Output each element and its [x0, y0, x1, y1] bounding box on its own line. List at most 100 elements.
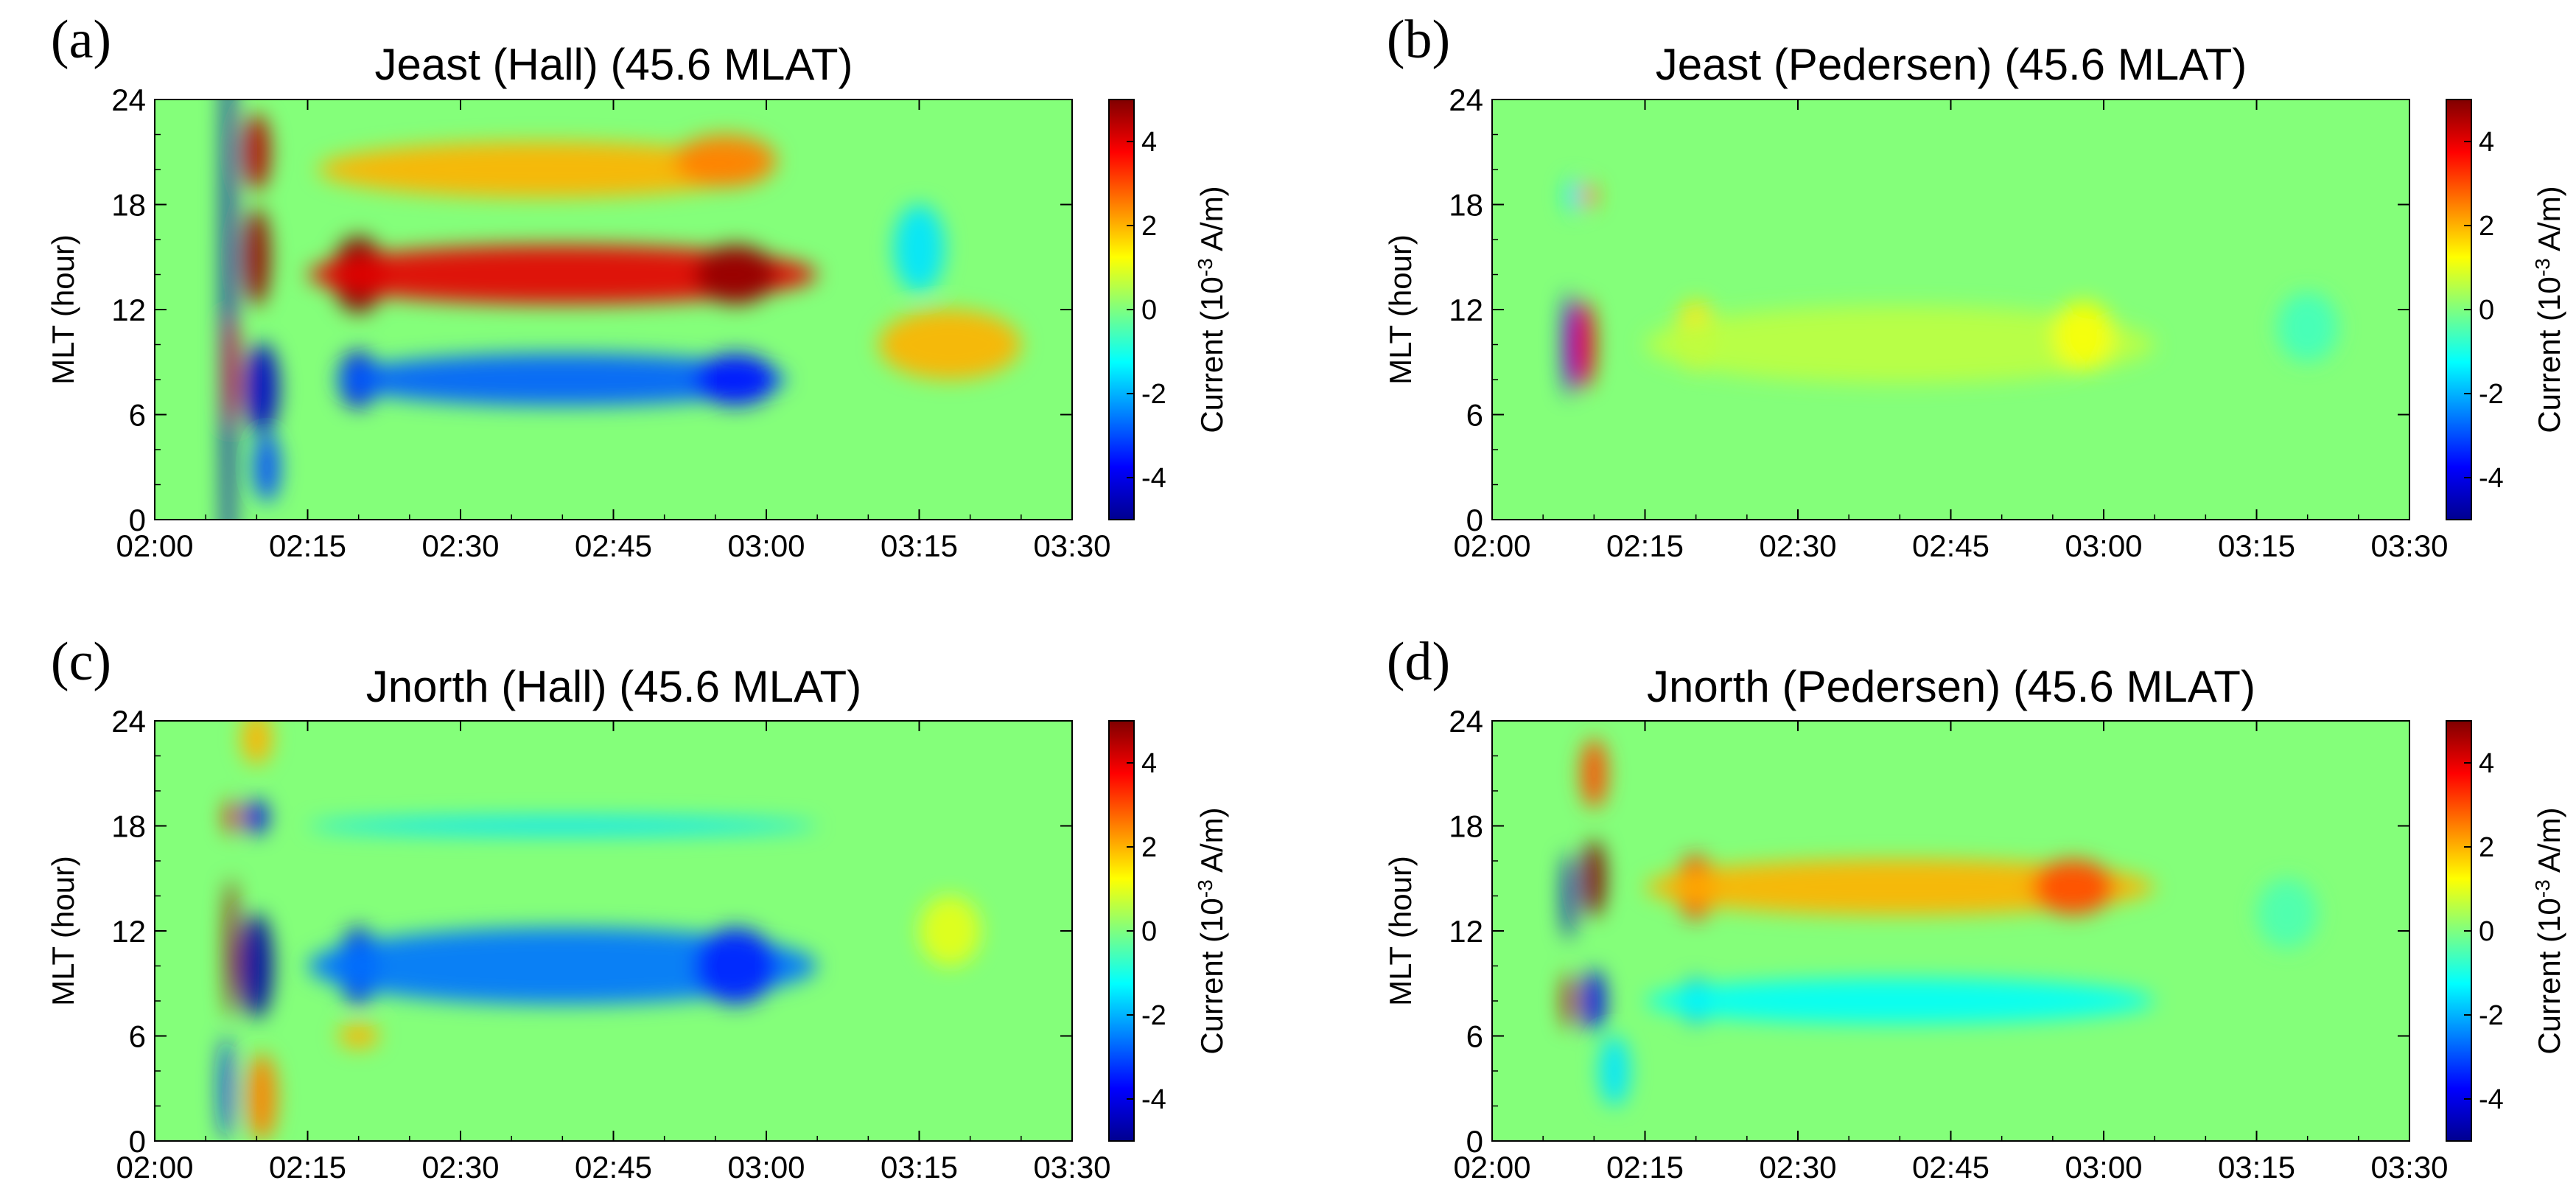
heatmap-cell: [241, 721, 273, 765]
y-tick-label: 18: [1449, 188, 1483, 223]
y-tick-label: 12: [1449, 293, 1483, 327]
colorbar: -4 -2 0 2 4 Current (10-3 A/m): [1108, 99, 1229, 520]
heatmap-cell: [1562, 852, 1575, 940]
colorbar-tick-label: -4: [1141, 463, 1166, 494]
y-tick-label: 12: [111, 293, 146, 327]
colorbar-tick-label: -2: [1141, 379, 1166, 410]
x-tick-label: 02:45: [575, 528, 652, 563]
y-tick-label: 18: [111, 809, 146, 844]
x-tick-label: 02:45: [1912, 528, 1989, 563]
colorbar-tick-label: -2: [2479, 1000, 2504, 1031]
x-tick-label: 03:30: [1033, 1150, 1110, 1184]
y-tick-label: 12: [111, 914, 146, 949]
colorbar: -4 -2 0 2 4 Current (10-3 A/m): [2446, 99, 2566, 520]
colorbar: -4 -2 0 2 4 Current (10-3 A/m): [1108, 720, 1229, 1142]
heatmap-cell: [307, 817, 818, 835]
colorbar-tick-label: 4: [2479, 127, 2494, 158]
y-tick-label: 6: [129, 1019, 146, 1054]
heatmap-cell: [1645, 859, 2155, 915]
colorbar-tick-label: 2: [2479, 832, 2494, 863]
panel-letter: (b): [1387, 10, 1450, 70]
heatmap-cell: [1581, 738, 1608, 809]
x-tick-label: 03:00: [2065, 1150, 2142, 1184]
x-tick-label: 03:15: [2218, 528, 2295, 563]
panel-c: 02:00 02:15 02:30 02:45 03:00 03:15 03:30 0 6 12 1…: [46, 632, 1229, 1184]
heatmap-cell: [2277, 292, 2339, 363]
x-tick-label: 02:30: [1759, 528, 1836, 563]
heatmap: [220, 721, 981, 1141]
x-tick-label: 02:15: [269, 1150, 346, 1184]
heatmap-cell: [695, 353, 777, 406]
heatmap-cell: [245, 799, 268, 835]
colorbar-tick-label: 0: [1141, 295, 1157, 326]
colorbar-tick-label: -2: [2479, 379, 2504, 410]
x-tick-label: 02:45: [1912, 1150, 1989, 1184]
x-tick-label: 02:30: [421, 1150, 499, 1184]
y-axis-label: MLT (hour): [1383, 234, 1418, 385]
chart-title: Jnorth (Hall) (45.6 MLAT): [366, 662, 861, 711]
heatmap-cell: [307, 927, 818, 1005]
y-tick-label: 24: [111, 704, 146, 739]
heatmap-cell: [2032, 859, 2114, 915]
x-tick-label: 02:15: [269, 528, 346, 563]
heatmap-cell: [1645, 978, 2155, 1024]
colorbar-tick-label: -4: [1141, 1084, 1166, 1115]
heatmap-cell: [1581, 184, 1597, 209]
x-tick-label: 02:00: [116, 1150, 193, 1184]
colorbar: -4 -2 0 2 4 Current (10-3 A/m): [2446, 720, 2566, 1142]
colorbar-label: Current (10-3 A/m): [2531, 807, 2566, 1054]
colorbar-tick-label: 2: [2479, 211, 2494, 242]
heatmap-cell: [253, 432, 281, 503]
heatmap-cell: [338, 1023, 379, 1049]
heatmap-cell: [1583, 969, 1606, 1033]
x-tick-label: 03:00: [727, 1150, 805, 1184]
panel-b: 02:00 02:15 02:30 02:45 03:00 03:15 03:30 0 6 12 1…: [1383, 10, 2566, 563]
x-tick-label: 03:15: [881, 1150, 958, 1184]
heatmap-cell: [246, 1053, 277, 1141]
heatmap-cell: [307, 245, 818, 304]
y-tick-label: 24: [1449, 83, 1483, 117]
y-tick-label: 18: [1449, 809, 1483, 844]
heatmap-cell: [1562, 292, 1575, 397]
colorbar-tick-label: 2: [1141, 832, 1157, 863]
colorbar-tick-label: 0: [2479, 295, 2494, 326]
heatmap-cell: [244, 343, 279, 434]
x-tick-label: 03:00: [2065, 528, 2142, 563]
colorbar-tick-label: 2: [1141, 211, 1157, 242]
x-tick-label: 03:15: [2218, 1150, 2295, 1184]
heatmap-cell: [2052, 301, 2114, 371]
x-tick-label: 03:15: [881, 528, 958, 563]
heatmap-cell: [2256, 878, 2318, 949]
colorbar-tick-label: -4: [2479, 1084, 2504, 1115]
heatmap-cell: [1583, 840, 1606, 917]
y-tick-label: 24: [1449, 704, 1483, 739]
colorbar-tick-label: -4: [2479, 463, 2504, 494]
heatmap-cell: [878, 310, 1021, 380]
heatmap: [222, 100, 1021, 520]
heatmap-cell: [337, 353, 787, 406]
x-tick-label: 02:15: [1606, 1150, 1684, 1184]
heatmap-cell: [1599, 1036, 1630, 1106]
x-tick-label: 03:30: [1033, 528, 1110, 563]
colorbar-tick-label: 0: [1141, 916, 1157, 947]
panel-letter: (c): [51, 632, 111, 692]
heatmap-cell: [225, 799, 238, 835]
y-axis-label: MLT (hour): [1383, 856, 1418, 1006]
heatmap-background: [1492, 721, 2409, 1141]
colorbar-tick-label: 4: [1141, 127, 1157, 158]
panel-letter: (d): [1387, 632, 1450, 692]
x-tick-label: 03:00: [727, 528, 805, 563]
y-tick-label: 6: [1466, 398, 1483, 433]
panel-letter: (a): [51, 10, 111, 70]
chart-title: Jeast (Pedersen) (45.6 MLAT): [1656, 40, 2247, 89]
x-tick-label: 02:15: [1606, 528, 1684, 563]
heatmap-cell: [674, 134, 777, 187]
chart-title: Jeast (Hall) (45.6 MLAT): [374, 40, 853, 89]
x-tick-label: 03:30: [2370, 1150, 2448, 1184]
y-axis-label: MLT (hour): [46, 856, 80, 1006]
heatmap-cell: [1562, 973, 1575, 1029]
colorbar-tick-label: 0: [2479, 916, 2494, 947]
heatmap-cell: [220, 1036, 233, 1141]
x-tick-label: 02:00: [116, 528, 193, 563]
heatmap-cell: [318, 142, 766, 198]
